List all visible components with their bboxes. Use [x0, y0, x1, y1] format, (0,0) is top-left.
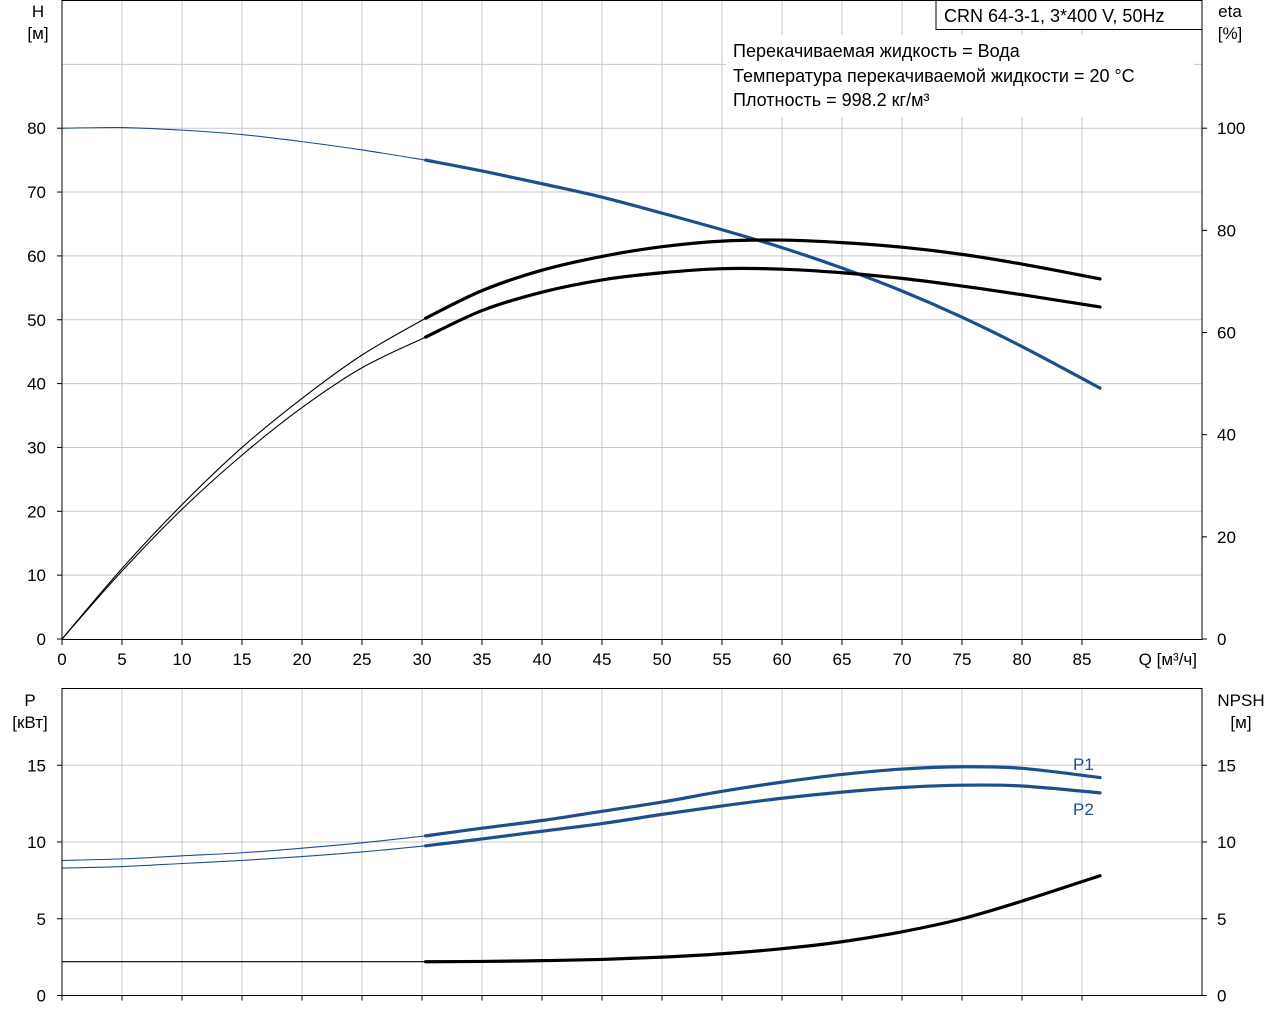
x-tick-label-11: 55 [713, 650, 732, 669]
upper-right-tick-label-0: 0 [1217, 630, 1226, 649]
lower-right-tick-label-2: 10 [1217, 833, 1236, 852]
lower-right-tick-label-3: 15 [1217, 756, 1236, 775]
x-tick-label-3: 15 [233, 650, 252, 669]
upper-right-axis-label: eta [1218, 2, 1242, 21]
lower-series-0 [61, 765, 1102, 861]
lower-right-tick-label-1: 5 [1217, 910, 1226, 929]
upper-right-tick-label-2: 40 [1217, 426, 1236, 445]
upper-left-tick-label-4: 40 [27, 375, 46, 394]
info-liquid: Перекачиваемая жидкость = Вода [733, 41, 1021, 61]
upper-series-1-thin-line [61, 317, 426, 640]
upper-series-0-duty-line [424, 158, 1102, 390]
x-tick-label-7: 35 [473, 650, 492, 669]
x-tick-label-15: 75 [953, 650, 972, 669]
lower-left-tick-label-1: 5 [37, 910, 46, 929]
upper-series-2-duty-line [424, 266, 1102, 339]
x-tick-label-4: 20 [293, 650, 312, 669]
lower-series-1-duty-line [424, 783, 1102, 848]
upper-series-0-thin-line [61, 126, 426, 161]
x-tick-label-16: 80 [1013, 650, 1032, 669]
lower-right-tick-label-0: 0 [1217, 987, 1226, 1006]
upper-left-tick-label-3: 30 [27, 438, 46, 457]
upper-right-tick-label-1: 20 [1217, 528, 1236, 547]
lower-series-0-thin-line [61, 835, 426, 861]
lower-series-2-duty-line [424, 874, 1102, 964]
lower-left-axis-label: P [24, 691, 35, 710]
x-tick-label-8: 40 [533, 650, 552, 669]
lower-series-1-thin-line [61, 845, 426, 869]
upper-left-tick-label-0: 0 [37, 630, 46, 649]
upper-left-tick-label-8: 80 [27, 119, 46, 138]
lower-series-2 [62, 874, 1102, 964]
lower-right-axis-label: NPSH [1217, 691, 1264, 710]
upper-series-group [61, 126, 1102, 640]
lower-left-tick-label-0: 0 [37, 987, 46, 1006]
upper-left-tick-label-7: 70 [27, 183, 46, 202]
lower-panel: 0 5 10 15 0 5 10 15 P [кВт] NPSH [м] P1 P2 [12, 688, 1265, 1006]
x-tick-label-2: 10 [173, 650, 192, 669]
upper-series-2 [61, 266, 1102, 640]
upper-left-axis-unit: [м] [27, 24, 48, 43]
lower-series-group [61, 765, 1102, 964]
upper-right-axis-unit: [%] [1218, 24, 1243, 43]
lower-grid [62, 688, 1202, 996]
upper-series-2-thin-line [61, 336, 426, 640]
lower-left-tick-label-3: 15 [27, 756, 46, 775]
lower-left-axis-unit: [кВт] [12, 713, 47, 732]
lower-right-axis-unit: [м] [1230, 713, 1251, 732]
upper-series-0 [61, 126, 1102, 390]
upper-right-tick-label-4: 80 [1217, 221, 1236, 240]
upper-series-1-duty-line [424, 238, 1102, 320]
series-label-p1: P1 [1073, 755, 1094, 774]
lower-left-tick-label-2: 10 [27, 833, 46, 852]
lower-tick-labels: 0 5 10 15 0 5 10 15 [27, 756, 1236, 1005]
info-box [726, 35, 1194, 117]
x-tick-label-17: 85 [1073, 650, 1092, 669]
upper-right-tick-label-3: 60 [1217, 324, 1236, 343]
upper-left-tick-label-6: 60 [27, 247, 46, 266]
info-density: Плотность = 998.2 кг/м³ [733, 90, 929, 110]
x-tick-label-0: 0 [57, 650, 66, 669]
title-box [935, 0, 1203, 30]
x-tick-label-14: 70 [893, 650, 912, 669]
upper-tick-labels: 0 5 10 15 20 25 30 35 40 45 50 55 60 65 70 75 80 85 0 10 20 3… [27, 119, 1245, 669]
x-tick-label-6: 30 [413, 650, 432, 669]
x-tick-label-5: 25 [353, 650, 372, 669]
x-tick-label-9: 45 [593, 650, 612, 669]
upper-left-tick-label-1: 10 [27, 566, 46, 585]
upper-series-1 [61, 238, 1102, 640]
upper-panel: 0 5 10 15 20 25 30 35 40 45 50 55 60 65 70 75 80 85 0 10 20 3… [27, 0, 1245, 669]
lower-series-1 [61, 783, 1102, 869]
chart-title: CRN 64-3-1, 3*400 V, 50Hz [944, 6, 1164, 26]
x-axis-label: Q [м³/ч] [1139, 650, 1197, 669]
lower-series-0-duty-line [424, 765, 1102, 838]
x-tick-label-10: 50 [653, 650, 672, 669]
x-tick-label-1: 5 [117, 650, 126, 669]
upper-left-tick-label-5: 50 [27, 311, 46, 330]
upper-left-tick-label-2: 20 [27, 502, 46, 521]
x-tick-label-13: 65 [833, 650, 852, 669]
info-temperature: Температура перекачиваемой жидкости = 20… [733, 66, 1135, 86]
series-label-p2: P2 [1073, 800, 1094, 819]
upper-left-axis-label: H [32, 2, 44, 21]
x-tick-label-12: 60 [773, 650, 792, 669]
upper-right-tick-label-5: 100 [1217, 119, 1245, 138]
